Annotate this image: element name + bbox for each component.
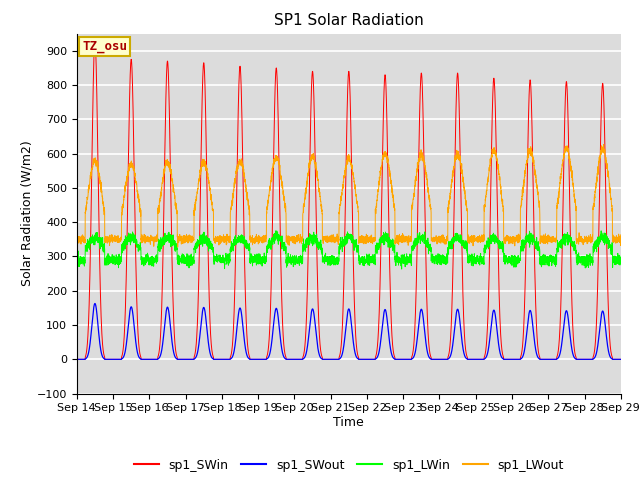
Legend: sp1_SWin, sp1_SWout, sp1_LWin, sp1_LWout: sp1_SWin, sp1_SWout, sp1_LWin, sp1_LWout bbox=[129, 454, 569, 477]
sp1_LWin bbox=[272, 228, 280, 234]
sp1_LWout bbox=[600, 142, 607, 147]
sp1_SWout bbox=[171, 353, 179, 359]
X-axis label: Time: Time bbox=[333, 416, 364, 429]
sp1_SWin bbox=[471, 357, 479, 362]
sp1_LWout bbox=[616, 234, 624, 240]
sp1_SWin bbox=[617, 357, 625, 362]
sp1_LWin bbox=[471, 257, 479, 263]
sp1_SWout bbox=[617, 357, 625, 362]
sp1_SWin bbox=[616, 357, 624, 362]
sp1_SWout bbox=[502, 357, 509, 362]
sp1_SWout bbox=[91, 300, 99, 306]
sp1_SWout bbox=[441, 357, 449, 362]
sp1_LWout bbox=[73, 236, 81, 241]
sp1_LWout bbox=[174, 244, 182, 250]
Line: sp1_LWin: sp1_LWin bbox=[77, 231, 621, 269]
sp1_LWin bbox=[441, 253, 449, 259]
Line: sp1_SWin: sp1_SWin bbox=[77, 40, 621, 360]
sp1_SWout bbox=[73, 357, 81, 362]
sp1_SWin bbox=[91, 37, 99, 43]
sp1_SWin bbox=[441, 357, 449, 362]
sp1_SWout bbox=[471, 357, 479, 362]
sp1_SWin bbox=[502, 357, 509, 362]
sp1_LWin bbox=[171, 241, 179, 247]
sp1_LWin bbox=[73, 258, 81, 264]
sp1_LWout bbox=[329, 237, 337, 243]
sp1_LWin bbox=[329, 253, 337, 259]
sp1_LWin bbox=[502, 256, 509, 262]
sp1_SWin bbox=[329, 357, 337, 362]
sp1_LWin bbox=[617, 254, 625, 260]
sp1_SWout bbox=[329, 357, 337, 362]
Y-axis label: Solar Radiation (W/m2): Solar Radiation (W/m2) bbox=[21, 141, 34, 287]
sp1_SWin bbox=[171, 337, 179, 343]
sp1_LWout bbox=[171, 195, 179, 201]
Line: sp1_SWout: sp1_SWout bbox=[77, 303, 621, 360]
Line: sp1_LWout: sp1_LWout bbox=[77, 144, 621, 247]
Title: SP1 Solar Radiation: SP1 Solar Radiation bbox=[274, 13, 424, 28]
sp1_SWout bbox=[616, 357, 624, 362]
sp1_LWout bbox=[441, 237, 449, 242]
Text: TZ_osu: TZ_osu bbox=[82, 40, 127, 53]
sp1_LWout bbox=[471, 233, 479, 239]
sp1_LWin bbox=[616, 258, 624, 264]
sp1_LWin bbox=[398, 266, 406, 272]
sp1_SWin bbox=[73, 357, 81, 362]
sp1_LWout bbox=[617, 232, 625, 238]
sp1_LWout bbox=[502, 238, 509, 243]
